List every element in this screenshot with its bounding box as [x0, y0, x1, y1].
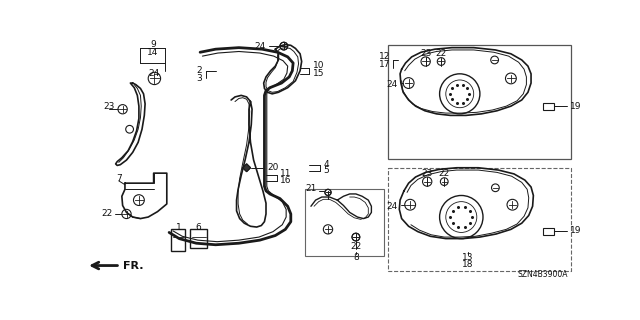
Text: 13: 13 [461, 253, 473, 262]
Text: 10: 10 [312, 61, 324, 70]
Text: 22: 22 [436, 49, 447, 58]
Text: 11: 11 [280, 169, 291, 178]
Text: 16: 16 [280, 176, 291, 185]
Polygon shape [243, 164, 250, 172]
Text: 24: 24 [255, 42, 266, 51]
Bar [388, 168, 572, 271]
Bar [388, 44, 572, 158]
Text: 12: 12 [379, 52, 390, 61]
Text: 2: 2 [197, 66, 202, 75]
Text: 15: 15 [312, 68, 324, 77]
Bar [190, 229, 207, 248]
Text: 22: 22 [101, 210, 113, 219]
Text: 23: 23 [420, 49, 431, 58]
Text: 22: 22 [350, 242, 362, 251]
Text: 4: 4 [323, 160, 329, 169]
Bar [543, 103, 554, 110]
Text: FR.: FR. [124, 260, 144, 270]
Text: 9: 9 [150, 40, 156, 49]
Text: 7: 7 [116, 174, 122, 183]
Text: 23: 23 [422, 169, 433, 179]
Text: 19: 19 [570, 227, 581, 236]
Bar [305, 189, 384, 256]
Text: 3: 3 [196, 74, 202, 83]
Text: 14: 14 [147, 48, 159, 57]
Text: 24: 24 [148, 69, 160, 78]
Bar [543, 228, 554, 235]
Text: 6: 6 [196, 222, 202, 232]
Bar [172, 229, 186, 251]
Text: 17: 17 [378, 60, 390, 69]
Text: 1: 1 [175, 222, 181, 232]
Text: 20: 20 [268, 163, 279, 172]
Text: 18: 18 [461, 260, 473, 269]
Text: 5: 5 [323, 166, 329, 175]
Text: 24: 24 [387, 80, 397, 89]
Text: 24: 24 [387, 202, 397, 211]
Text: 22: 22 [438, 169, 450, 179]
Text: 21: 21 [305, 184, 316, 193]
Text: 23: 23 [104, 102, 115, 111]
Text: SZN4B3900A: SZN4B3900A [518, 270, 568, 279]
Text: 8: 8 [353, 253, 359, 262]
Text: 19: 19 [570, 102, 581, 111]
